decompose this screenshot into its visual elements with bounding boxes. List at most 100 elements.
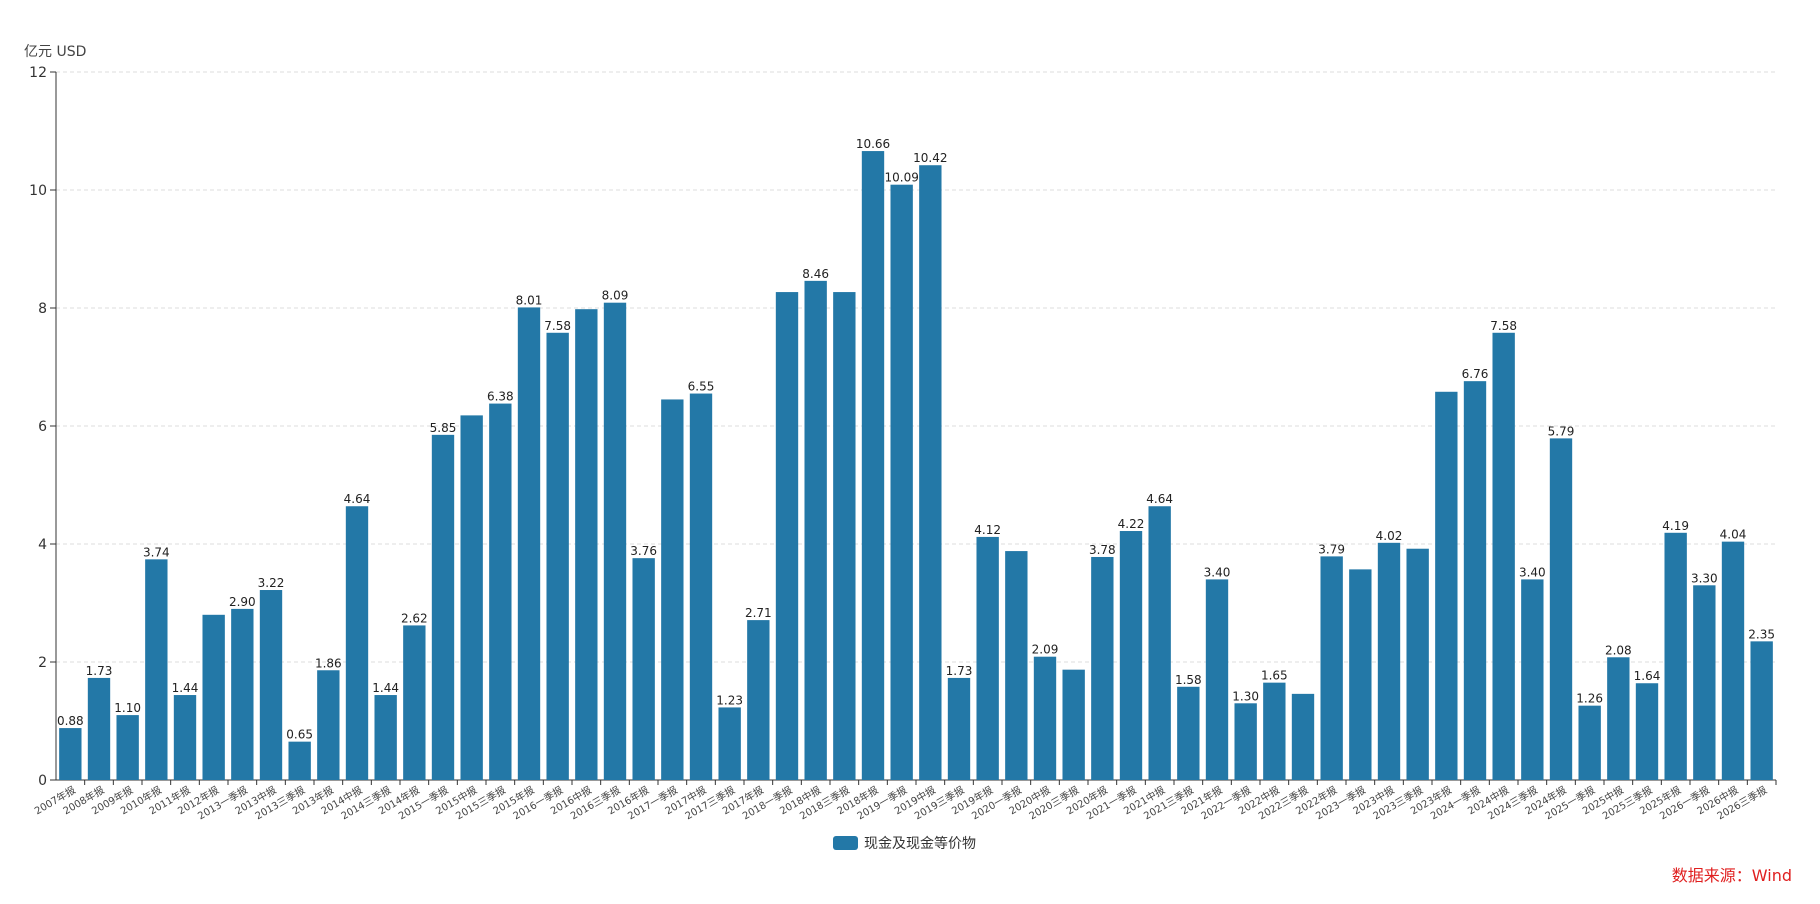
- bar: [976, 536, 999, 780]
- bar: [345, 506, 369, 780]
- data-label: 4.19: [1662, 519, 1689, 533]
- data-label: 3.40: [1204, 565, 1231, 579]
- y-tick-label: 4: [38, 537, 47, 553]
- bar: [116, 715, 139, 780]
- data-label: 3.79: [1318, 542, 1345, 556]
- data-label: 3.76: [630, 544, 657, 558]
- y-tick-label: 2: [38, 655, 47, 671]
- data-label: 1.44: [172, 681, 199, 695]
- data-label: 7.58: [544, 319, 571, 333]
- data-label: 3.22: [258, 576, 285, 590]
- bar: [890, 184, 913, 780]
- bar: [1721, 541, 1745, 780]
- bar: [317, 670, 340, 780]
- data-label: 6.38: [487, 390, 514, 404]
- data-label: 0.88: [57, 714, 84, 728]
- bar: [1062, 669, 1085, 780]
- bar: [1463, 381, 1487, 780]
- bar: [1635, 683, 1659, 780]
- bar: [1578, 705, 1601, 780]
- bar: [747, 620, 770, 780]
- bar: [145, 559, 168, 780]
- bar: [1320, 556, 1343, 780]
- bar: [919, 165, 942, 781]
- bar: [1005, 551, 1028, 780]
- bar: [575, 309, 598, 780]
- bar: [804, 280, 827, 780]
- data-label: 8.01: [516, 293, 543, 307]
- data-label: 1.58: [1175, 673, 1202, 687]
- data-label: 3.30: [1691, 571, 1718, 585]
- data-label: 1.30: [1232, 689, 1259, 703]
- data-label: 10.09: [884, 171, 918, 185]
- bar: [1693, 585, 1716, 780]
- data-label: 1.73: [946, 664, 973, 678]
- bar: [259, 590, 283, 780]
- y-tick-label: 12: [29, 65, 47, 81]
- data-label: 8.09: [602, 289, 629, 303]
- data-label: 8.46: [802, 267, 829, 281]
- bar: [202, 614, 225, 780]
- data-label: 3.74: [143, 545, 170, 559]
- bar: [403, 625, 426, 780]
- bar: [1607, 657, 1630, 780]
- bar: [288, 741, 311, 780]
- legend-swatch: [833, 836, 858, 850]
- data-label: 4.04: [1720, 528, 1747, 542]
- bar: [231, 608, 254, 780]
- data-label: 2.71: [745, 606, 772, 620]
- bar: [1349, 569, 1372, 780]
- data-label: 3.40: [1519, 565, 1546, 579]
- data-label: 1.64: [1634, 669, 1661, 683]
- data-label: 7.58: [1490, 319, 1517, 333]
- bar: [718, 707, 741, 780]
- bar: [1148, 506, 1171, 780]
- y-tick-label: 0: [38, 773, 47, 789]
- legend[interactable]: 现金及现金等价物: [833, 833, 976, 853]
- bar: [546, 332, 569, 780]
- bar: [603, 302, 627, 780]
- data-label: 1.10: [114, 701, 141, 715]
- bar: [1119, 531, 1143, 780]
- bar: [1091, 556, 1114, 780]
- data-label: 1.86: [315, 656, 342, 670]
- y-tick-label: 10: [29, 183, 47, 199]
- data-label: 4.22: [1118, 517, 1145, 531]
- data-label: 0.65: [286, 728, 313, 742]
- bar: [1521, 579, 1544, 780]
- data-label: 10.42: [913, 151, 947, 165]
- data-label: 6.55: [688, 380, 715, 394]
- data-label: 1.23: [716, 693, 743, 707]
- bar: [689, 393, 713, 780]
- data-label: 2.62: [401, 611, 428, 625]
- data-label: 2.90: [229, 595, 256, 609]
- bar: [374, 695, 397, 780]
- y-tick-label: 8: [38, 301, 47, 317]
- bar: [1406, 548, 1429, 780]
- bar: [1205, 579, 1229, 780]
- bar: [861, 151, 885, 780]
- data-label: 4.12: [974, 523, 1001, 537]
- bar: [173, 695, 197, 780]
- bar: [460, 415, 483, 780]
- bar: [517, 307, 541, 780]
- data-label: 10.66: [856, 137, 890, 151]
- bar: [1549, 438, 1573, 780]
- bar: [1664, 532, 1687, 780]
- data-label: 5.85: [430, 421, 457, 435]
- bar: [431, 434, 455, 780]
- bar: [1492, 332, 1515, 780]
- data-label: 4.64: [1146, 492, 1173, 506]
- bar: [1177, 686, 1200, 780]
- bar: [1033, 656, 1057, 780]
- bar: [1377, 542, 1401, 780]
- data-label: 1.26: [1576, 692, 1603, 706]
- legend-label: 现金及现金等价物: [864, 836, 976, 852]
- data-label: 3.78: [1089, 543, 1116, 557]
- bar: [489, 403, 512, 780]
- data-label: 1.65: [1261, 669, 1288, 683]
- data-label: 2.35: [1748, 627, 1775, 641]
- y-tick-label: 6: [38, 419, 47, 435]
